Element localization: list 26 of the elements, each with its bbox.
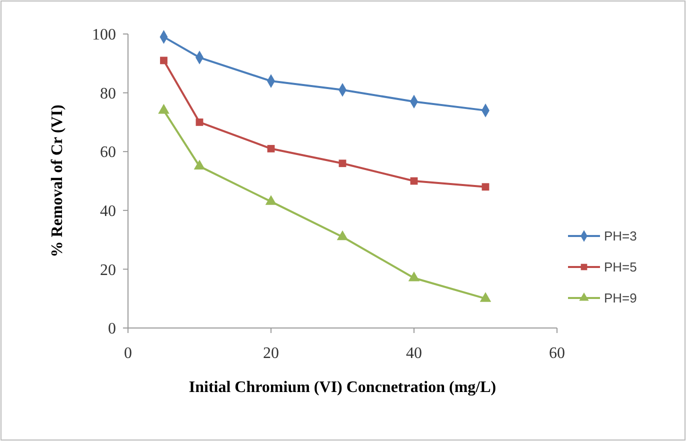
point [336,230,348,240]
point [160,56,168,64]
point [408,272,420,282]
legend-label: PH=9 [604,290,637,306]
point [194,160,206,170]
x-axis-title: Initial Chromium (VI) Concnetration (mg/L) [188,379,496,396]
point [482,183,490,191]
x-tick-label: 20 [263,345,279,362]
x-tick-label: 60 [549,345,565,362]
point [158,104,170,114]
y-tick-label: 40 [100,203,116,220]
legend-label: PH=3 [604,228,637,244]
point [338,160,346,168]
y-tick-label: 0 [108,320,116,338]
y-tick-label: 100 [92,26,116,44]
legend-label: PH=5 [604,260,637,275]
y-tick-label: 20 [100,262,116,279]
y-tick-label: 60 [100,144,116,162]
point [480,292,492,302]
point [265,195,277,205]
y-tick-label: 80 [100,85,116,102]
point [267,144,275,152]
point [196,118,204,126]
y-axis-title: % Removal of Cr (VI) [49,104,66,258]
x-tick-label: 40 [406,345,422,362]
x-tick-label: 0 [124,345,132,362]
